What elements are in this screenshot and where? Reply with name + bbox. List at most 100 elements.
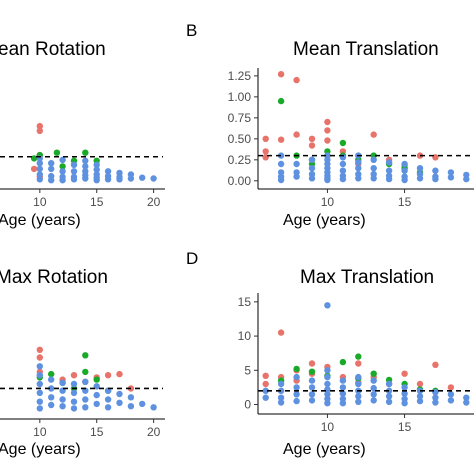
data-point-blue bbox=[432, 175, 439, 183]
plot-area bbox=[0, 346, 163, 412]
data-point-blue bbox=[127, 403, 135, 410]
data-point-blue bbox=[70, 168, 78, 175]
data-point-green bbox=[339, 139, 347, 147]
data-point-blue bbox=[277, 399, 285, 406]
data-point-blue bbox=[116, 399, 123, 406]
data-point-blue bbox=[385, 393, 393, 400]
data-point-blue bbox=[370, 156, 377, 163]
panel-title: Max Translation bbox=[300, 267, 434, 288]
data-point-blue bbox=[339, 160, 347, 168]
data-point-blue bbox=[48, 165, 55, 173]
data-point-blue bbox=[293, 391, 300, 398]
data-point-blue bbox=[277, 387, 285, 394]
data-point-red bbox=[416, 380, 424, 388]
x-tick-label: 20 bbox=[147, 195, 161, 209]
data-point-blue bbox=[355, 398, 362, 405]
data-point-red bbox=[36, 354, 43, 361]
data-point-blue bbox=[370, 391, 377, 398]
data-point-blue bbox=[82, 404, 89, 411]
data-point-blue bbox=[339, 390, 347, 397]
data-point-blue bbox=[150, 404, 157, 411]
y-tick-label: 15 bbox=[238, 295, 252, 309]
data-point-blue bbox=[36, 405, 43, 412]
data-point-blue bbox=[432, 389, 439, 396]
data-point-red bbox=[370, 131, 377, 138]
data-point-red bbox=[104, 372, 112, 379]
panel-label: B bbox=[186, 21, 197, 40]
data-point-blue bbox=[48, 376, 55, 383]
data-point-red bbox=[308, 135, 316, 142]
data-point-blue bbox=[93, 383, 100, 390]
data-point-blue bbox=[59, 403, 66, 410]
data-point-red bbox=[324, 118, 331, 126]
y-tick-label: 1.00 bbox=[228, 90, 252, 104]
panel-max-translation: D Max Translation 10 15 0 5 10 15 Age (years… bbox=[186, 249, 474, 458]
data-point-blue bbox=[82, 175, 89, 182]
data-point-blue bbox=[82, 396, 89, 403]
data-point-blue bbox=[355, 380, 362, 388]
data-point-blue bbox=[36, 380, 43, 388]
data-point-blue bbox=[70, 161, 78, 168]
data-point-blue bbox=[127, 175, 135, 182]
data-point-blue bbox=[70, 398, 78, 405]
data-point-blue bbox=[70, 405, 78, 412]
data-point-blue bbox=[36, 398, 43, 405]
data-point-blue bbox=[293, 397, 300, 405]
data-point-blue bbox=[447, 174, 455, 181]
data-point-blue bbox=[59, 168, 66, 175]
panel-mean-rotation: ean Rotation 10 15 20 Age (years) bbox=[0, 39, 165, 229]
data-point-blue bbox=[416, 397, 424, 405]
data-point-blue bbox=[93, 161, 100, 168]
data-point-blue bbox=[370, 384, 377, 392]
plot-area bbox=[0, 122, 163, 184]
data-point-red bbox=[36, 346, 43, 353]
data-point-blue bbox=[401, 167, 408, 174]
data-point-blue bbox=[36, 160, 43, 167]
data-point-red bbox=[432, 361, 439, 368]
data-point-red bbox=[277, 71, 285, 78]
data-point-blue bbox=[277, 160, 285, 168]
data-point-blue bbox=[463, 175, 470, 183]
data-point-blue bbox=[355, 175, 362, 182]
data-point-blue bbox=[293, 384, 300, 391]
data-point-blue bbox=[104, 168, 112, 175]
data-point-blue bbox=[308, 156, 316, 163]
data-point-blue bbox=[277, 394, 285, 401]
data-point-blue bbox=[59, 379, 66, 387]
data-point-blue bbox=[48, 177, 55, 184]
data-point-blue bbox=[401, 160, 408, 168]
data-point-blue bbox=[82, 163, 89, 170]
data-point-blue bbox=[82, 378, 89, 385]
y-tick-label: 1.25 bbox=[228, 69, 252, 83]
data-point-blue bbox=[93, 400, 100, 408]
x-axis-label: Age (years) bbox=[283, 212, 366, 229]
y-tick-label: 0.50 bbox=[228, 132, 252, 146]
x-tick-label: 20 bbox=[147, 425, 161, 439]
data-point-blue bbox=[324, 367, 331, 374]
data-point-red bbox=[70, 372, 78, 379]
x-axis-label: Age (years) bbox=[0, 441, 81, 458]
x-tick-label: 10 bbox=[33, 195, 47, 209]
data-point-green bbox=[59, 163, 66, 170]
data-point-green bbox=[93, 376, 100, 383]
x-axis: 10 15 20 bbox=[0, 418, 165, 439]
x-tick-label: 15 bbox=[90, 425, 104, 439]
y-tick-label: 10 bbox=[238, 329, 252, 343]
data-point-green bbox=[82, 352, 89, 359]
data-point-blue bbox=[432, 167, 439, 174]
data-point-blue bbox=[82, 157, 89, 164]
data-point-red bbox=[262, 372, 269, 379]
data-point-blue bbox=[36, 363, 43, 370]
data-point-green bbox=[48, 370, 55, 378]
x-axis: 10 15 20 bbox=[0, 188, 165, 209]
data-point-blue bbox=[308, 377, 316, 384]
data-point-red bbox=[262, 380, 269, 388]
data-point-blue bbox=[339, 167, 347, 174]
data-point-blue bbox=[385, 380, 393, 388]
x-tick-label: 15 bbox=[398, 195, 412, 209]
data-point-red bbox=[293, 131, 300, 138]
data-point-blue bbox=[463, 399, 470, 406]
data-point-blue bbox=[293, 173, 300, 180]
data-point-blue bbox=[339, 377, 347, 384]
